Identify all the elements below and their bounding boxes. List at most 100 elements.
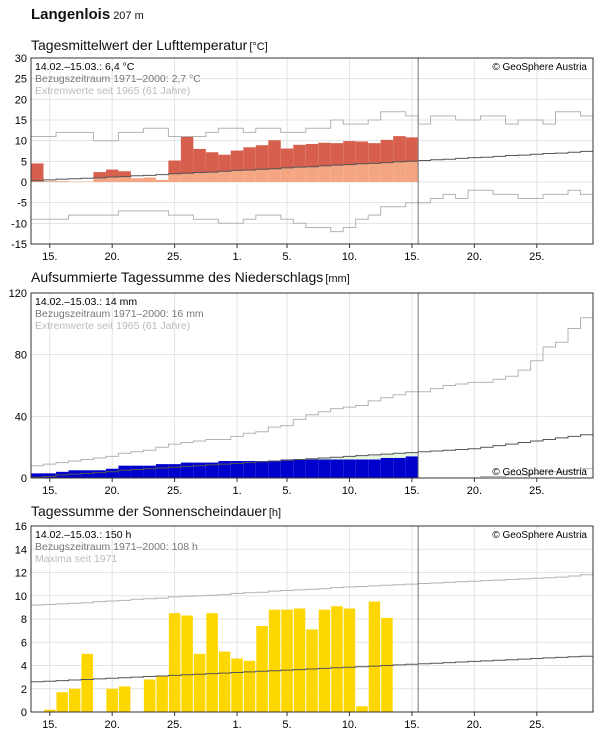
- temperature-info-1: Bezugszeitraum 1971–2000: 2,7 °C: [35, 73, 201, 85]
- temperature-ytick-label: 25: [15, 74, 27, 86]
- sunshine-bar: [218, 651, 231, 712]
- temperature-bar: [230, 170, 244, 182]
- temperature-bar: [143, 177, 156, 182]
- precipitation-bar: [243, 461, 256, 478]
- precipitation-deficit-area: [330, 457, 344, 460]
- sunshine-ytick-label: 16: [15, 521, 27, 533]
- station-title: Langenlois 207 m: [31, 6, 144, 23]
- temperature-bar-above-normal: [280, 148, 294, 168]
- temperature-bar-above-normal: [368, 143, 381, 164]
- sunshine-ytick-label: 2: [21, 684, 27, 696]
- temperature-bar: [180, 173, 194, 182]
- temperature-bar-above-normal: [393, 136, 406, 162]
- precipitation-credit: © GeoSphere Austria: [492, 467, 587, 478]
- temperature-bar-above-normal: [293, 144, 306, 168]
- precipitation-bar: [330, 459, 344, 478]
- precipitation-unit: [mm]: [325, 273, 350, 285]
- precipitation-bar: [80, 470, 94, 478]
- sunshine-bar: [68, 688, 81, 712]
- sunshine-bar: [56, 692, 68, 712]
- temperature-bar: [193, 172, 206, 182]
- precipitation-xtick-label: 5.: [282, 485, 291, 497]
- precipitation-ytick-label: 120: [9, 288, 27, 300]
- sunshine-info-0: 14.02.–15.03.: 150 h: [35, 529, 131, 541]
- temperature-extreme-min-line: [31, 189, 593, 233]
- precipitation-bar: [93, 470, 106, 478]
- temperature-bar: [118, 176, 131, 182]
- precipitation-bar: [218, 461, 231, 478]
- precipitation-bar: [405, 456, 419, 478]
- precipitation-bar: [280, 459, 294, 478]
- sunshine-xtick-label: 5.: [282, 719, 291, 729]
- precipitation-bar: [305, 459, 319, 478]
- temperature-bar: [380, 162, 394, 182]
- temperature-frame: [30, 57, 594, 245]
- temperature-bar-above-normal: [193, 148, 206, 173]
- temperature-bar: [31, 180, 44, 182]
- temperature-xtick-label: 15.: [404, 251, 419, 263]
- sunshine-xtick-label: 15.: [404, 719, 419, 729]
- precipitation-bar: [205, 462, 219, 478]
- temperature-ytick-label: 5: [21, 156, 27, 168]
- sunshine-bar: [331, 606, 343, 712]
- temperature-xtick-label: 20.: [105, 251, 120, 263]
- temperature-bar: [393, 161, 406, 182]
- temperature-bar: [293, 167, 306, 182]
- sunshine-xtick-label: 20.: [105, 719, 120, 729]
- sunshine-bar: [143, 679, 156, 712]
- temperature-bar-above-normal: [180, 136, 194, 174]
- precipitation-xtick-label: 15.: [42, 485, 57, 497]
- sunshine-bar: [343, 608, 356, 712]
- sunshine-bar: [106, 688, 118, 712]
- precipitation-max-line: [31, 317, 593, 467]
- precipitation-xtick-label: 25.: [529, 485, 544, 497]
- temperature-plot: -15 -10 -5 0 5 10 15 20 25 30 15. 20. 25. 1. 5. 10. 15. 2…: [11, 53, 594, 263]
- precipitation-ytick-label: 0: [21, 473, 27, 485]
- sunshine-bar: [356, 706, 368, 712]
- sunshine-bar: [156, 675, 168, 712]
- temperature-bar-above-normal: [205, 152, 219, 173]
- temperature-bar-above-normal: [105, 169, 119, 178]
- precipitation-bar: [180, 462, 194, 478]
- temperature-xtick-label: 15.: [42, 251, 57, 263]
- precipitation-ytick-label: 80: [15, 350, 27, 362]
- precipitation-bar: [43, 473, 56, 478]
- sunshine-xtick-label: 15.: [42, 719, 57, 729]
- sunshine-plot: 0 2 4 6 8 10 12 14 16 15. 20. 25. 1. 5. 10. 15. 20. 25. 14…: [15, 521, 594, 729]
- temperature-bar-above-normal: [118, 171, 131, 177]
- sunshine-credit: © GeoSphere Austria: [492, 530, 587, 541]
- temperature-bar: [155, 179, 169, 182]
- sunshine-xtick-label: 25.: [167, 719, 182, 729]
- sunshine-bar: [43, 709, 56, 712]
- sunshine-maxima-line: [31, 574, 593, 606]
- temperature-xtick-label: 1.: [232, 251, 241, 263]
- temperature-bar-above-normal: [255, 145, 269, 170]
- sunshine-xtick-label: 25.: [529, 719, 544, 729]
- temperature-bar: [318, 165, 331, 182]
- temperature-title: Tagesmittelwert der Lufttemperatur [°C]: [31, 37, 268, 53]
- precipitation-bar: [255, 461, 269, 478]
- temperature-clim-mean-line: [31, 150, 593, 182]
- temperature-bar: [343, 164, 356, 182]
- temperature-bar: [330, 165, 344, 182]
- sunshine-ytick-label: 8: [21, 614, 27, 626]
- temperature-bar-above-normal: [343, 141, 356, 165]
- precipitation-deficit-area: [368, 454, 381, 460]
- precipitation-bar: [318, 459, 331, 478]
- precipitation-plot: 0 40 80 120 15. 20. 25. 1. 5. 10. 15. 20. 25. 14.02.–…: [9, 288, 594, 497]
- sunshine-bar: [168, 613, 181, 712]
- temperature-bar: [130, 178, 144, 182]
- temperature-title-text: Tagesmittelwert der Lufttemperatur: [31, 37, 248, 53]
- temperature-bar-above-normal: [318, 142, 331, 166]
- precipitation-bar: [155, 464, 169, 478]
- sunshine-bar: [381, 617, 393, 712]
- precipitation-bar: [293, 459, 306, 478]
- precipitation-bar: [168, 464, 181, 478]
- precipitation-bar: [268, 461, 281, 478]
- sunshine-ytick-label: 4: [21, 661, 27, 673]
- sunshine-xtick-label: 1.: [232, 719, 241, 729]
- temperature-bar-above-normal: [405, 137, 419, 162]
- temperature-bar: [255, 169, 269, 182]
- temperature-unit: [°C]: [249, 41, 268, 53]
- precipitation-deficit-area: [405, 452, 419, 457]
